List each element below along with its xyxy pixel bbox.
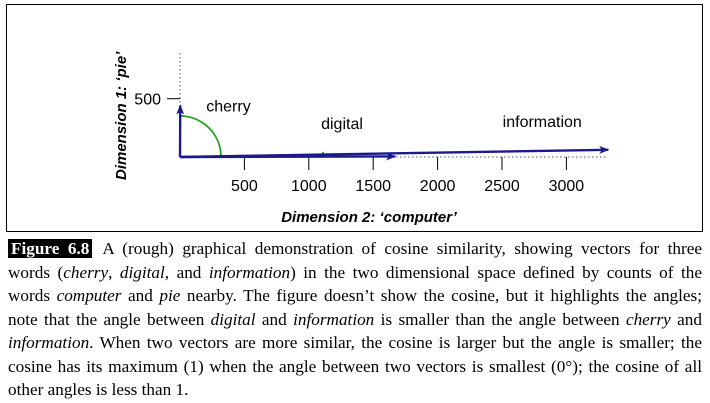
caption-part: and (670, 309, 702, 329)
x-tick-label: 500 (231, 178, 258, 195)
x-axis-ticks: 500 1000 1500 2000 2500 3000 (231, 157, 584, 195)
caption-part: information (8, 333, 90, 352)
caption-part: digital (119, 262, 165, 282)
cosine-vector-plot: 500 1000 1500 2000 2500 3000 500 Dimension 1:… (113, 51, 610, 226)
caption-part: , (108, 262, 120, 282)
caption-part: is smaller than the angle between (374, 309, 626, 329)
vector-label-information: information (503, 114, 582, 131)
figure-caption: Figure 6.8 A (rough) graphical demonstrat… (8, 237, 702, 402)
caption-part: pie (159, 286, 181, 305)
caption-part: information (208, 262, 291, 282)
x-axis-label: Dimension 2: ‘computer’ (281, 209, 457, 226)
vector-label-digital: digital (321, 116, 363, 133)
caption-part: cherry (63, 262, 109, 282)
y-axis-label: Dimension 1: ‘pie’ (113, 51, 130, 180)
angle-arc-cherry (179, 115, 222, 157)
x-tick-label: 2000 (420, 178, 456, 195)
caption-part: and (255, 309, 294, 329)
caption-text: A (rough) graphical demonstration of cos… (8, 239, 702, 399)
caption-part: computer (56, 286, 122, 305)
x-tick-label: 3000 (549, 178, 585, 195)
x-tick-label: 1000 (291, 178, 327, 195)
caption-part: nearby. The figure doesn’t show the cosi… (8, 286, 703, 329)
x-tick-label: 2500 (484, 178, 520, 195)
caption-part: ) in the two dimensional space defined b… (8, 262, 702, 306)
vector-information (179, 145, 610, 159)
y-tick-label: 500 (134, 92, 161, 109)
caption-part: A (rough) graphical demonstration of cos… (8, 239, 703, 282)
caption-part: information (293, 309, 375, 329)
figure-panel: 500 1000 1500 2000 2500 3000 500 Dimension 1:… (6, 4, 703, 232)
y-axis-ticks: 500 (134, 92, 180, 109)
vector-label-cherry: cherry (206, 98, 250, 115)
caption-part: . When two vectors are more similar, the… (8, 333, 702, 399)
caption-part: digital (210, 309, 256, 329)
caption-part: cherry (625, 309, 671, 329)
x-tick-label: 1500 (355, 178, 391, 195)
caption-part: , and (164, 262, 209, 282)
figure-label: Figure 6.8 (8, 239, 93, 258)
caption-part: and (121, 286, 160, 305)
